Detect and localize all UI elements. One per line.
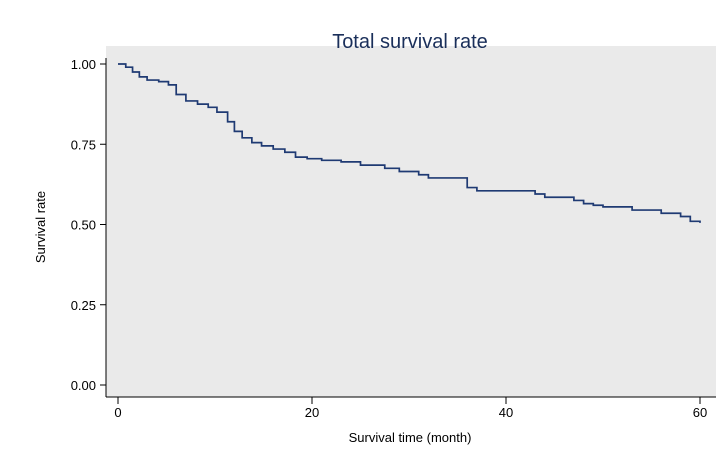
y-axis: 0.00 0.25 0.50 0.75 1.00 [71,57,107,397]
y-tick-label: 1.00 [71,57,96,72]
x-axis: 0 20 40 60 [106,396,716,420]
survival-series-line [118,63,701,223]
y-tick-label: 0.00 [71,378,96,393]
x-tick-label: 20 [305,405,319,420]
chart-title: Total survival rate [332,31,488,53]
y-tick-label: 0.75 [71,137,96,152]
x-tick-label: 0 [114,405,121,420]
y-axis-label: Survival rate [33,191,48,263]
x-tick-label: 60 [693,405,707,420]
series-layer [118,63,701,223]
y-tick-label: 0.50 [71,218,96,233]
x-tick-label: 40 [499,405,513,420]
x-axis-label: Survival time (month) [349,430,472,445]
y-tick-label: 0.25 [71,298,96,313]
plot-background [106,46,716,397]
